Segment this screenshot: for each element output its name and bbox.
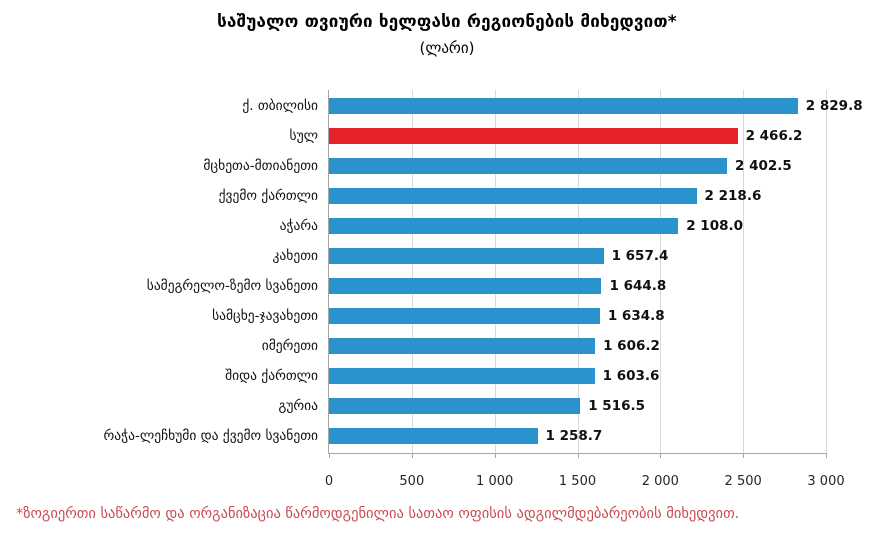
x-axis-label: 1 000: [476, 474, 514, 490]
x-axis-label: 2 000: [641, 474, 679, 490]
value-label: 2 218.6: [704, 188, 762, 204]
gridline: [660, 90, 662, 453]
bar-row: აჭარა 2 108.0: [0, 211, 894, 241]
bar: [329, 98, 798, 114]
bar: [329, 218, 679, 234]
bar-track: 2 466.2: [328, 121, 825, 151]
category-label: კახეთი: [272, 248, 318, 264]
bar: [329, 398, 581, 414]
value-label: 2 402.5: [735, 158, 792, 174]
chart-title: საშუალო თვიური ხელფასი რეგიონების მიხედვ…: [217, 12, 677, 32]
x-axis-tick: [494, 453, 496, 458]
bar: [329, 308, 600, 324]
x-axis-label: 0: [324, 474, 334, 490]
value-label: 2 466.2: [745, 128, 803, 144]
category-label: ქ. თბილისი: [242, 98, 318, 114]
category-label: სამცხე-ჯავახეთი: [212, 308, 318, 324]
bar-track: 2 829.8: [328, 91, 863, 121]
gridline: [826, 90, 827, 453]
x-axis-tick: [577, 453, 579, 458]
x-axis-label: 1 500: [558, 474, 597, 490]
bar-row: შიდა ქართლი 1 603.6: [0, 361, 894, 391]
bar-row: ქვემო ქართლი 2 218.6: [0, 181, 894, 211]
value-label: 1 258.7: [545, 428, 603, 444]
bar-row: ქ. თბილისი 2 829.8: [0, 91, 894, 121]
bar-row: მცხეთა-მთიანეთი 2 402.5: [0, 151, 894, 181]
value-label: 1 516.5: [588, 398, 646, 414]
category-label: გურია: [278, 398, 319, 414]
category-label: ქვემო ქართლი: [218, 188, 318, 204]
bar-track: 1 516.5: [328, 391, 825, 421]
bar-track: 1 644.8: [328, 271, 825, 301]
bar-track: 2 108.0: [328, 211, 825, 241]
x-axis-tick: [411, 453, 413, 458]
gridline: [743, 90, 745, 453]
value-label: 2 108.0: [686, 218, 744, 234]
category-label: შიდა ქართლი: [225, 368, 318, 384]
footnote: *ზოგიერთი საწარმო და ორგანიზაცია წარმოდგ…: [16, 506, 740, 522]
chart-subtitle: (ლარი): [419, 39, 475, 57]
x-axis-tick: [743, 453, 745, 458]
bar-row: სამცხე-ჯავახეთი 1 634.8: [0, 301, 894, 331]
bar: [329, 188, 697, 204]
x-axis-label: 500: [399, 474, 425, 490]
category-label: მცხეთა-მთიანეთი: [203, 158, 318, 174]
bar-track: 1 634.8: [328, 301, 825, 331]
value-label: 1 657.4: [611, 248, 669, 264]
bar-track: 1 258.7: [328, 421, 825, 451]
bar: [329, 428, 538, 444]
gridline: [494, 90, 496, 453]
bar-row: გურია 1 516.5: [0, 391, 894, 421]
value-label: 1 644.8: [609, 278, 667, 294]
bar-row: კახეთი 1 657.4: [0, 241, 894, 271]
gridline: [411, 90, 413, 453]
x-axis-tick: [329, 453, 330, 458]
category-label: აჭარა: [279, 218, 318, 234]
x-axis-label: 3 000: [807, 474, 845, 490]
bar: [329, 158, 727, 174]
value-label: 1 606.2: [603, 338, 660, 354]
bar: [329, 368, 595, 384]
category-label: სამეგრელო-ზემო სვანეთი: [146, 278, 318, 294]
bar-row: რაჭა-ლეჩხუმი და ქვემო სვანეთი 1 258.7: [0, 421, 894, 451]
bar-row: სამეგრელო-ზემო სვანეთი 1 644.8: [0, 271, 894, 301]
bar-track: 2 218.6: [328, 181, 825, 211]
value-label: 2 829.8: [805, 98, 863, 114]
gridline: [577, 90, 579, 453]
bar-track: 1 606.2: [328, 331, 825, 361]
value-label: 1 634.8: [607, 308, 665, 324]
bar-rows: ქ. თბილისი 2 829.8 სულ 2 466.2 მცხეთა-მთიანე…: [0, 91, 894, 451]
category-label: სულ: [289, 128, 318, 144]
bar-row: იმერეთი 1 606.2: [0, 331, 894, 361]
category-label: რაჭა-ლეჩხუმი და ქვემო სვანეთი: [103, 428, 318, 444]
plot-area: 0 500 1 000 1 500 2 000 2 500 3 000: [325, 90, 845, 489]
x-axis-tick: [826, 453, 827, 458]
bar-track: 1 603.6: [328, 361, 825, 391]
bar-track: 2 402.5: [328, 151, 825, 181]
x-axis-label: 2 500: [724, 474, 762, 490]
bar-track: 1 657.4: [328, 241, 825, 271]
bar: [329, 278, 602, 294]
bar-row: სულ 2 466.2: [0, 121, 894, 151]
highlight-bar: [329, 128, 738, 144]
value-label: 1 603.6: [602, 368, 660, 384]
bar: [329, 248, 604, 264]
category-label: იმერეთი: [261, 338, 318, 354]
bar: [329, 338, 596, 354]
x-axis-tick: [660, 453, 662, 458]
